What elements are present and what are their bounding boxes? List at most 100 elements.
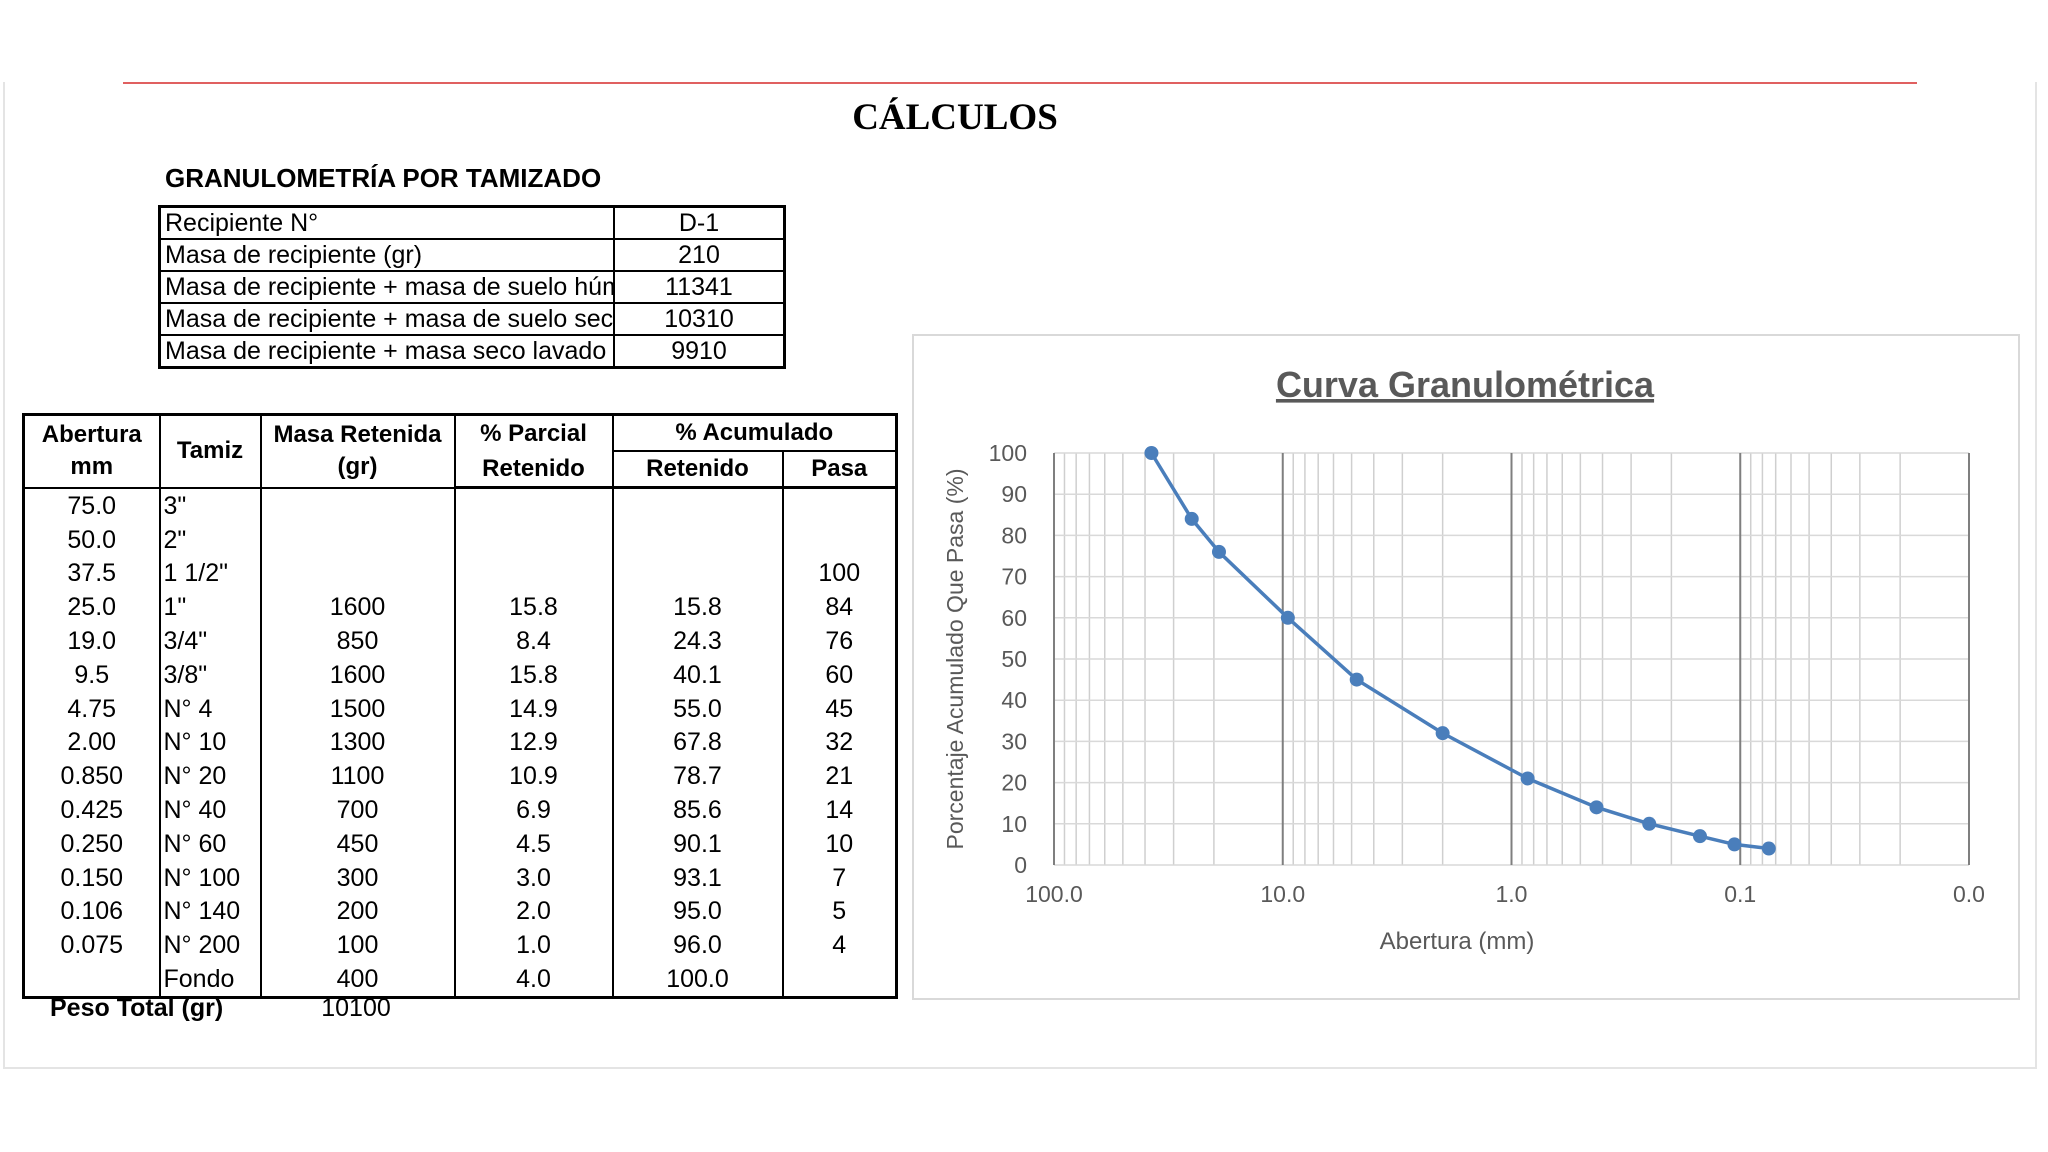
sieve-cell: 1.0 (453, 928, 614, 963)
sieve-cell: N° 60 (158, 826, 262, 861)
sieve-cell: 0.150 (22, 860, 161, 895)
sieve-cell: 24.3 (611, 624, 784, 658)
sieve-cell: 450 (259, 826, 456, 861)
y-tick-label: 20 (1001, 770, 1027, 796)
info-label: Recipiente N° (158, 205, 615, 240)
info-row: Masa de recipiente + masa de suelo seco 1… (158, 302, 786, 336)
sieve-cell (781, 487, 898, 523)
sieve-cell: 45 (781, 691, 898, 726)
data-point (1280, 610, 1295, 625)
sieve-cell: 15.8 (611, 590, 784, 625)
sieve-cell: 2.0 (453, 894, 614, 929)
sieve-cell: 0.075 (22, 928, 161, 963)
sieve-cell: 4.0 (453, 962, 614, 998)
sieve-cell: 75.0 (22, 487, 161, 523)
sieve-cell: 100 (259, 928, 456, 963)
sieve-cell: 19.0 (22, 624, 161, 658)
sieve-cell: 8.4 (453, 624, 614, 658)
y-tick-label: 100 (989, 440, 1027, 466)
y-tick-label: 30 (1001, 728, 1027, 754)
header-text: Masa Retenida (273, 421, 442, 449)
sieve-row: 4.75 N° 4 1500 14.9 55.0 45 (22, 691, 898, 726)
sieve-cell: 100 (781, 556, 898, 591)
sieve-cell: N° 10 (158, 725, 262, 760)
sieve-cell: N° 140 (158, 894, 262, 929)
sieve-cell: 3.0 (453, 860, 614, 895)
sieve-cell: 95.0 (611, 894, 784, 929)
sieve-cell (22, 962, 161, 998)
data-point (1642, 816, 1657, 831)
sieve-cell: 0.250 (22, 826, 161, 861)
sieve-cell: 4 (781, 928, 898, 963)
header-cell: Retenido (611, 450, 784, 489)
sieve-cell: 50.0 (22, 522, 161, 557)
sieve-cell (781, 962, 898, 998)
sieve-cell: 3" (158, 487, 262, 523)
sieve-cell: 7 (781, 860, 898, 895)
y-tick-label: 50 (1001, 646, 1027, 672)
data-point (1184, 511, 1199, 526)
sieve-cell (259, 522, 456, 557)
x-tick-label: 10.0 (1260, 881, 1305, 907)
sieve-cell: 2" (158, 522, 262, 557)
y-tick-label: 70 (1001, 564, 1027, 590)
sieve-row: 0.150 N° 100 300 3.0 93.1 7 (22, 860, 898, 895)
header-cell: % Parcial (453, 413, 614, 451)
info-row: Masa de recipiente + masa seco lavado 991… (158, 334, 786, 369)
sieve-cell: 84 (781, 590, 898, 625)
sieve-cell: 78.7 (611, 759, 784, 794)
sieve-cell: 67.8 (611, 725, 784, 760)
x-tick-label: 0.1 (1724, 881, 1756, 907)
sieve-cell: 12.9 (453, 725, 614, 760)
sieve-cell: 9.5 (22, 657, 161, 692)
sieve-cell: 15.8 (453, 590, 614, 625)
sieve-cell: 850 (259, 624, 456, 658)
header-cell: Tamiz (158, 413, 262, 489)
data-point (1349, 672, 1364, 687)
sieve-cell (611, 522, 784, 557)
info-row: Recipiente N° D-1 (158, 205, 786, 240)
sieve-cell: 2.00 (22, 725, 161, 760)
sieve-cell: 1300 (259, 725, 456, 760)
sieve-cell: 700 (259, 793, 456, 827)
sieve-cell: 6.9 (453, 793, 614, 827)
sieve-cell: 40.1 (611, 657, 784, 692)
sieve-cell: 3/4" (158, 624, 262, 658)
sieve-cell: 10.9 (453, 759, 614, 794)
container-table: Recipiente N° D-1 Masa de recipiente (gr) 2… (158, 205, 786, 369)
sieve-cell (259, 487, 456, 523)
x-tick-label: 100.0 (1025, 881, 1083, 907)
data-point (1435, 726, 1450, 741)
sieve-cell: 37.5 (22, 556, 161, 591)
y-tick-label: 60 (1001, 605, 1027, 631)
sieve-cell: 1" (158, 590, 262, 625)
sieve-row: Fondo 400 4.0 100.0 (22, 962, 898, 998)
y-tick-label: 40 (1001, 687, 1027, 713)
data-point (1589, 800, 1604, 815)
header-cell: Retenido (453, 451, 614, 489)
sieve-cell: 1 1/2" (158, 556, 262, 591)
y-tick-label: 0 (1014, 852, 1027, 878)
header-cell: % Acumulado (611, 413, 898, 452)
sieve-cell: 96.0 (611, 928, 784, 963)
sieve-row: 0.250 N° 60 450 4.5 90.1 10 (22, 826, 898, 861)
sieve-cell: 1600 (259, 657, 456, 692)
sieve-cell: 15.8 (453, 657, 614, 692)
sieve-cell (611, 487, 784, 523)
data-point (1761, 841, 1776, 856)
sieve-cell (781, 522, 898, 557)
sieve-cell: 200 (259, 894, 456, 929)
sieve-cell: 1100 (259, 759, 456, 794)
info-label: Masa de recipiente + masa de suelo seco (158, 302, 615, 336)
header-rule (123, 82, 1917, 84)
sieve-cell: 300 (259, 860, 456, 895)
total-label: Peso Total (gr) (50, 994, 224, 1022)
total-value: 10100 (321, 994, 391, 1022)
info-value: 210 (613, 238, 786, 272)
sieve-cell: 21 (781, 759, 898, 794)
sieve-cell: 1500 (259, 691, 456, 726)
sieve-cell: 0.425 (22, 793, 161, 827)
data-point (1144, 446, 1159, 460)
info-label: Masa de recipiente + masa de suelo húmed… (158, 270, 615, 304)
sieve-cell: N° 4 (158, 691, 262, 726)
